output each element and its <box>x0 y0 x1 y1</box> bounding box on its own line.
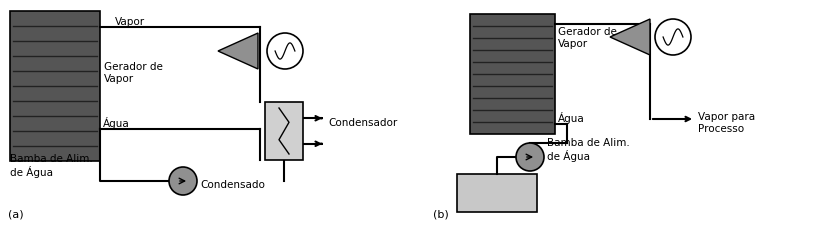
Text: Vapor para
Processo: Vapor para Processo <box>698 111 755 133</box>
Text: Bamba de Alim.
de Água: Bamba de Alim. de Água <box>10 153 92 177</box>
Bar <box>265 103 303 160</box>
Text: (b): (b) <box>433 209 449 219</box>
Text: Água: Água <box>103 116 130 128</box>
Text: Condensador: Condensador <box>328 118 398 127</box>
Text: Condensado: Condensado <box>200 179 265 189</box>
Bar <box>10 12 100 161</box>
Text: Bamba de Alim.
de Água: Bamba de Alim. de Água <box>547 137 630 161</box>
Circle shape <box>267 34 303 70</box>
Polygon shape <box>610 20 650 56</box>
Text: Água: Água <box>558 111 585 123</box>
Bar <box>470 15 555 134</box>
Text: (a): (a) <box>8 209 24 219</box>
Polygon shape <box>218 34 258 70</box>
Text: Gerador de
Vapor: Gerador de Vapor <box>558 27 617 48</box>
Text: Gerador de
Vapor: Gerador de Vapor <box>104 62 163 83</box>
Circle shape <box>516 143 544 171</box>
Circle shape <box>169 167 197 195</box>
Bar <box>457 174 537 212</box>
Text: Vapor: Vapor <box>115 17 145 27</box>
Circle shape <box>655 20 691 56</box>
